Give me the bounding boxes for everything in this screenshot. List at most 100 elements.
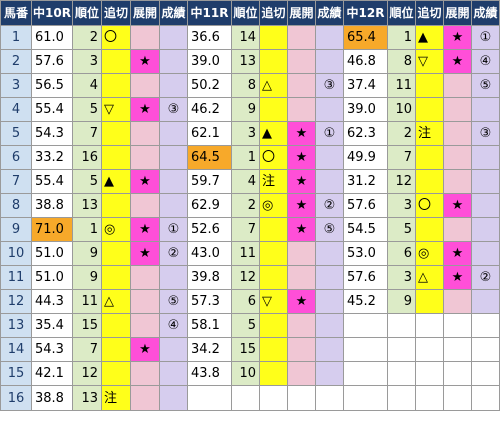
r10-tenkai-cell xyxy=(130,73,160,98)
r12-rank-cell: 1 xyxy=(387,25,416,50)
r12-rank-cell: 3 xyxy=(387,265,416,290)
r11-tenkai-cell xyxy=(287,49,316,74)
header-r10-title: 中10R xyxy=(31,0,73,26)
r11-rank-cell: 6 xyxy=(231,289,260,314)
r10-rank-cell: 13 xyxy=(72,193,102,218)
r10-rank-cell: 12 xyxy=(72,361,102,386)
r12-tenkai-cell xyxy=(443,337,472,362)
r10-score-cell: 54.3 xyxy=(31,337,73,362)
r12-tenkai-cell: ★ xyxy=(443,265,472,290)
r12-score-cell: 65.4 xyxy=(343,25,388,50)
header-r11-oi: 追切 xyxy=(259,0,288,26)
r10-seiseki-cell: ① xyxy=(159,217,188,242)
r11-seiseki-cell xyxy=(315,241,344,266)
r11-rank-cell: 10 xyxy=(231,361,260,386)
r12-rank-cell: 7 xyxy=(387,145,416,170)
table-row: 4 55.4 5 ▽ ★ ③ 46.2 9 39.0 10 xyxy=(0,97,500,122)
r11-score-cell: 46.2 xyxy=(187,97,232,122)
r12-tenkai-cell xyxy=(443,145,472,170)
r10-oi-cell xyxy=(101,193,131,218)
r10-score-cell: 61.0 xyxy=(31,25,73,50)
r11-tenkai-cell xyxy=(287,25,316,50)
r12-oi-cell xyxy=(415,97,444,122)
r12-rank-cell: 10 xyxy=(387,97,416,122)
r12-oi-cell xyxy=(415,145,444,170)
r11-score-cell: 52.6 xyxy=(187,217,232,242)
r10-score-cell: 51.0 xyxy=(31,241,73,266)
r10-seiseki-cell xyxy=(159,25,188,50)
r10-seiseki-cell: ② xyxy=(159,241,188,266)
r12-tenkai-cell xyxy=(443,121,472,146)
table-row: 15 42.1 12 43.8 10 xyxy=(0,361,500,386)
r10-seiseki-cell xyxy=(159,49,188,74)
r12-tenkai-cell xyxy=(443,73,472,98)
r11-seiseki-cell: ⑤ xyxy=(315,217,344,242)
r12-rank-cell xyxy=(387,361,416,386)
r10-tenkai-cell xyxy=(130,385,160,411)
r11-tenkai-cell xyxy=(287,361,316,386)
r12-score-cell: 31.2 xyxy=(343,169,388,194)
r12-oi-cell xyxy=(415,313,444,338)
r11-seiseki-cell xyxy=(315,385,344,411)
r10-tenkai-cell xyxy=(130,313,160,338)
r11-oi-cell xyxy=(259,241,288,266)
r10-score-cell: 54.3 xyxy=(31,121,73,146)
r11-rank-cell: 13 xyxy=(231,49,260,74)
r10-score-cell: 38.8 xyxy=(31,193,73,218)
r10-oi-cell: ▽ xyxy=(101,97,131,122)
table-row: 10 51.0 9 ★ ② 43.0 11 53.0 6 ◎ ★ xyxy=(0,241,500,266)
r11-oi-cell xyxy=(259,337,288,362)
r12-oi-cell xyxy=(415,385,444,411)
r12-oi-cell: △ xyxy=(415,265,444,290)
table-row: 9 71.0 1 ◎ ★ ① 52.6 7 ★ ⑤ 54.5 5 xyxy=(0,217,500,242)
r11-rank-cell: 8 xyxy=(231,73,260,98)
r10-tenkai-cell xyxy=(130,121,160,146)
r12-rank-cell: 5 xyxy=(387,217,416,242)
r10-oi-cell: 〇 xyxy=(101,25,131,50)
r12-seiseki-cell: ③ xyxy=(471,121,500,146)
header-horse-no: 馬番 xyxy=(0,0,32,26)
r10-rank-cell: 7 xyxy=(72,121,102,146)
r12-score-cell xyxy=(343,313,388,338)
r11-seiseki-cell xyxy=(315,289,344,314)
header-r11-seiseki: 成績 xyxy=(315,0,344,26)
r12-score-cell: 37.4 xyxy=(343,73,388,98)
horse-number: 9 xyxy=(0,217,32,242)
r10-seiseki-cell xyxy=(159,265,188,290)
r11-score-cell: 50.2 xyxy=(187,73,232,98)
r11-rank-cell: 4 xyxy=(231,169,260,194)
r12-score-cell: 57.6 xyxy=(343,265,388,290)
r12-rank-cell: 3 xyxy=(387,193,416,218)
r11-tenkai-cell: ★ xyxy=(287,145,316,170)
r11-rank-cell: 12 xyxy=(231,265,260,290)
r12-oi-cell: ◎ xyxy=(415,241,444,266)
r10-score-cell: 44.3 xyxy=(31,289,73,314)
r10-score-cell: 57.6 xyxy=(31,49,73,74)
r10-tenkai-cell: ★ xyxy=(130,217,160,242)
r10-tenkai-cell: ★ xyxy=(130,169,160,194)
header-r11-rank: 順位 xyxy=(231,0,260,26)
r12-seiseki-cell xyxy=(471,97,500,122)
r10-rank-cell: 7 xyxy=(72,337,102,362)
header-r10-seiseki: 成績 xyxy=(159,0,188,26)
r10-rank-cell: 16 xyxy=(72,145,102,170)
r11-seiseki-cell xyxy=(315,25,344,50)
r10-tenkai-cell xyxy=(130,193,160,218)
r10-score-cell: 33.2 xyxy=(31,145,73,170)
r12-tenkai-cell xyxy=(443,97,472,122)
header-r12-title: 中12R xyxy=(343,0,388,26)
r12-seiseki-cell: ② xyxy=(471,265,500,290)
r11-seiseki-cell xyxy=(315,97,344,122)
horse-number: 15 xyxy=(0,361,32,386)
r11-tenkai-cell xyxy=(287,265,316,290)
r12-oi-cell: ▽ xyxy=(415,49,444,74)
r12-seiseki-cell xyxy=(471,241,500,266)
r12-tenkai-cell xyxy=(443,385,472,411)
r11-score-cell: 64.5 xyxy=(187,145,232,170)
r11-seiseki-cell: ② xyxy=(315,193,344,218)
r12-seiseki-cell xyxy=(471,385,500,411)
r10-oi-cell xyxy=(101,49,131,74)
r11-rank-cell: 7 xyxy=(231,217,260,242)
r12-oi-cell xyxy=(415,361,444,386)
